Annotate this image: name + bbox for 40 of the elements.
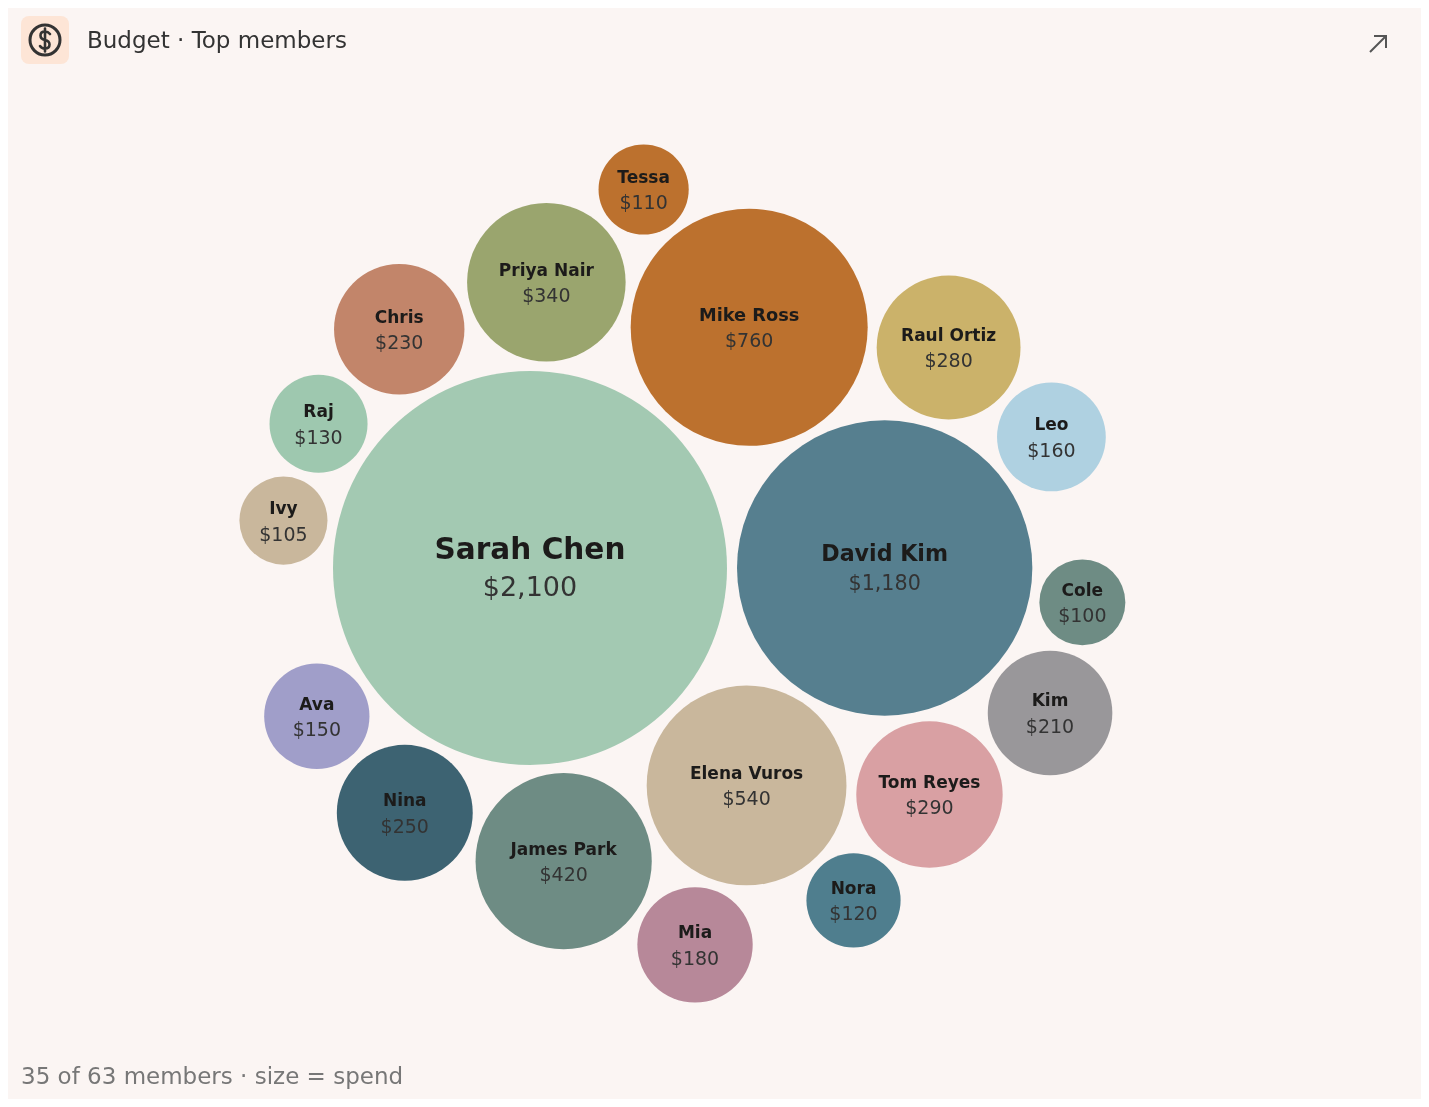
category-label: James Park	[509, 838, 618, 859]
category-label: Tom Reyes	[878, 771, 981, 792]
category-label: David Kim	[821, 539, 949, 566]
data-label: $250	[380, 814, 429, 837]
category-label: Leo	[1034, 414, 1069, 435]
data-label: $150	[292, 718, 341, 741]
data-label: $540	[722, 787, 771, 810]
category-label: Nora	[830, 877, 877, 898]
data-label: $2,100	[482, 571, 578, 603]
data-label: $120	[829, 902, 878, 925]
category-label: Raj	[303, 401, 334, 422]
data-label: $160	[1027, 438, 1076, 461]
category-label: Chris	[374, 306, 424, 327]
data-label: $130	[294, 425, 343, 448]
data-label: $100	[1058, 604, 1107, 627]
data-label: $1,180	[848, 570, 921, 595]
category-label: Mike Ross	[698, 304, 800, 325]
data-label: $340	[522, 284, 571, 307]
data-label: $180	[670, 946, 720, 969]
data-label: $105	[259, 522, 308, 545]
category-label: Priya Nair	[498, 259, 595, 280]
category-label: Ivy	[269, 497, 298, 518]
data-label: $760	[725, 329, 774, 352]
data-label: $110	[619, 191, 668, 214]
category-label: Cole	[1061, 579, 1104, 600]
category-label: Sarah Chen	[434, 531, 626, 566]
data-label: $230	[375, 331, 424, 354]
data-label: $420	[539, 863, 588, 886]
text: Budget · Top members	[87, 27, 347, 53]
text: 35 of 63 members · size = spend	[21, 1063, 404, 1089]
category-label: Tessa	[617, 166, 670, 187]
category-label: Raul Ortiz	[901, 324, 997, 345]
category-label: Mia	[677, 922, 713, 943]
category-label: Nina	[382, 790, 427, 811]
data-label: $280	[924, 349, 973, 372]
data-label: $290	[905, 796, 954, 819]
data-label: $210	[1025, 715, 1075, 737]
category-label: Kim	[1031, 690, 1069, 711]
category-label: Elena Vuros	[689, 762, 804, 783]
category-label: Ava	[299, 693, 335, 714]
